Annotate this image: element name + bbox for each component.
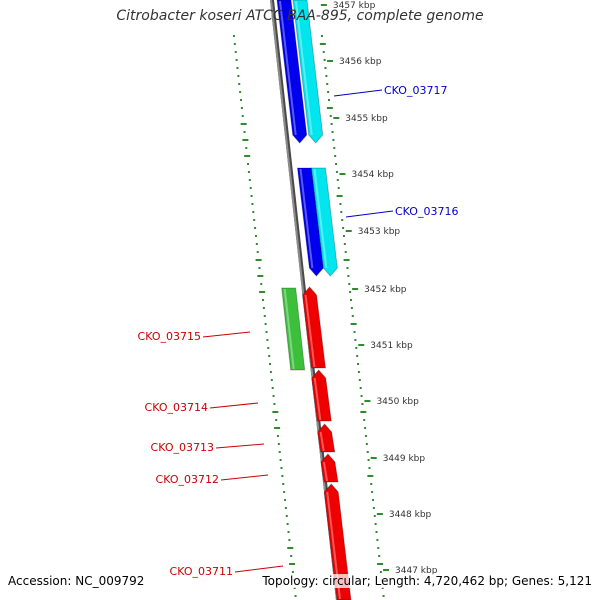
scale-labels: 3457 kbp 3456 kbp 3455 kbp 3454 kbp 3453 kbp… — [320, 1, 438, 576]
label-leader-line — [345, 210, 394, 218]
gc-track-left — [232, 35, 297, 597]
scale-label: 3452 kbp — [364, 285, 407, 295]
gene-feature-cko-03713-cds — [317, 423, 336, 453]
gene-label-cko-03711: CKO_03711 — [170, 565, 233, 578]
gene-label-cko-03714: CKO_03714 — [145, 401, 208, 414]
scale-label: 3449 kbp — [383, 454, 426, 464]
scale-label: 3447 kbp — [395, 566, 438, 576]
scale-label: 3451 kbp — [370, 341, 413, 351]
gene-feature-cko-03716-cds — [296, 167, 324, 277]
label-leader-line — [220, 474, 269, 481]
gene-feature-cko-03716-rna — [310, 167, 338, 277]
label-leader-line — [202, 331, 251, 338]
gene-feature-shine — [319, 431, 325, 452]
scale-label: 3453 kbp — [358, 227, 401, 237]
gene-feature-cko-03717-cds — [276, 0, 308, 144]
gene-feature-cko-03712-cds — [320, 453, 339, 483]
genome-info-text: Topology: circular; Length: 4,720,462 bp… — [262, 574, 592, 588]
gene-feature-shine — [295, 0, 313, 136]
gene-feature-shine — [279, 0, 297, 136]
gene-label-cko-03712: CKO_03712 — [156, 473, 219, 486]
gc-track-right — [319, 35, 385, 597]
label-leader-line — [209, 402, 259, 409]
gene-feature-shine — [322, 461, 329, 482]
gene-feature-cko-03714-cds — [311, 369, 332, 422]
gene-label-cko-03713: CKO_03713 — [151, 441, 214, 454]
gene-features — [276, 0, 352, 600]
gene-feature-cko-03715-cds — [302, 286, 327, 369]
gene-labels: CKO_03717 CKO_03716 CKO_03715 CKO_03714 CKO_… — [138, 84, 459, 578]
gene-feature-shine — [283, 288, 295, 370]
map-title: Citrobacter koseri ATCC BAA-895, complet… — [116, 8, 484, 24]
gene-feature-shine — [313, 168, 328, 269]
label-leader-line — [215, 443, 265, 449]
label-leader-line — [234, 565, 284, 573]
gene-feature-cko-03715-rna — [281, 287, 306, 371]
gene-feature-shine — [313, 377, 322, 421]
scale-label: 3457 kbp — [333, 1, 376, 11]
gene-feature-shine — [299, 168, 314, 269]
gene-feature-cko-03717-rna — [292, 0, 324, 144]
gene-label-cko-03716: CKO_03716 — [395, 205, 458, 218]
gene-label-cko-03715: CKO_03715 — [138, 330, 201, 343]
gene-feature-cko-03711-cds — [323, 483, 352, 600]
accession-text: Accession: NC_009792 — [8, 574, 145, 588]
scale-label: 3455 kbp — [345, 114, 388, 124]
gene-label-cko-03717: CKO_03717 — [384, 84, 447, 97]
scale-label: 3448 kbp — [389, 510, 432, 520]
gene-feature-shine — [304, 294, 316, 368]
label-leader-line — [333, 89, 383, 97]
scale-label: 3456 kbp — [339, 57, 382, 67]
scale-label: 3454 kbp — [351, 170, 394, 180]
scale-label: 3450 kbp — [376, 397, 419, 407]
